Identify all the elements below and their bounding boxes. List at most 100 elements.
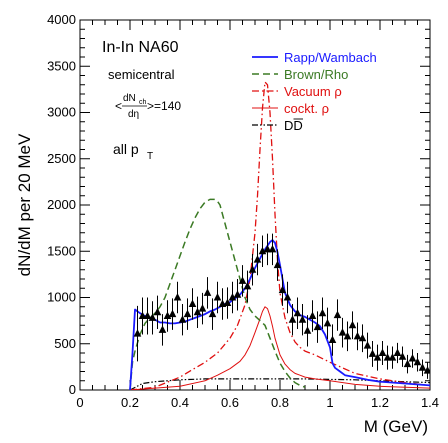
data-point-marker	[323, 318, 332, 327]
y-tick-label: 1000	[47, 290, 76, 305]
annotation-centrality: semicentral	[108, 67, 175, 82]
series-line-brown-rho	[129, 198, 306, 390]
data-point-marker	[133, 329, 142, 337]
x-tick-label: 1	[326, 395, 333, 410]
y-tick-label: 2000	[47, 197, 76, 212]
series-line-cockt-	[129, 306, 430, 390]
data-point-marker	[298, 315, 307, 323]
data-point-marker	[283, 293, 292, 301]
formula-numerator-sub: ch	[139, 99, 147, 106]
data-point	[353, 322, 362, 351]
data-point-marker	[413, 357, 422, 366]
data-point-marker	[173, 293, 182, 301]
data-point	[208, 298, 217, 330]
x-tick-label: 0.2	[121, 395, 139, 410]
data-point-marker	[158, 325, 167, 333]
data-point	[373, 344, 382, 371]
data-point	[273, 249, 282, 281]
data-point	[293, 297, 302, 329]
data-point-marker	[208, 309, 217, 318]
data-point	[138, 297, 147, 335]
data-point	[278, 274, 287, 306]
axis-tick-labels: 0 0.2 0.4 0.6 0.8 1 1.2 1.4 0 500 1000 1500 2000 2500…	[47, 12, 439, 410]
data-point	[333, 299, 342, 331]
data-point	[323, 307, 332, 340]
y-tick-label: 0	[69, 382, 76, 397]
data-point	[228, 281, 237, 314]
annotation-pt-sub: T	[147, 151, 153, 162]
data-point-marker	[198, 304, 207, 312]
data-point-marker	[238, 276, 247, 284]
data-point	[193, 296, 202, 329]
data-point	[398, 346, 407, 367]
data-point-marker	[248, 265, 257, 273]
legend-item: Brown/Rho	[252, 67, 348, 82]
data-point-marker	[253, 255, 262, 263]
data-point	[383, 345, 392, 370]
data-point	[288, 303, 297, 336]
series-line-dd	[129, 378, 430, 390]
legend-item: DD	[252, 118, 303, 133]
data-point-marker	[183, 309, 192, 318]
x-tick-label: 1.4	[421, 395, 439, 410]
data-point	[298, 303, 307, 336]
data-point	[183, 298, 192, 330]
data-point	[198, 292, 207, 325]
data-point-marker	[423, 366, 430, 374]
data-point-marker	[263, 244, 272, 253]
data-point-marker	[153, 307, 162, 316]
y-axis-title: dN/dM per 20 MeV	[15, 133, 34, 276]
annotation-block: In-In NA60 semicentral < dN ch dη >=140 …	[102, 39, 181, 162]
data-point-marker	[378, 348, 387, 356]
data-point-marker	[373, 353, 382, 361]
data-point-marker	[313, 322, 322, 331]
formula-open-bracket: <	[115, 99, 122, 113]
data-point	[263, 233, 272, 266]
annotation-pt: all p	[113, 141, 139, 157]
data-point	[393, 342, 402, 364]
legend-label: DD	[284, 118, 303, 133]
data-point-marker	[408, 354, 417, 362]
data-point	[203, 277, 212, 309]
formula-numerator: dN	[123, 93, 136, 104]
data-point	[403, 354, 412, 374]
x-tick-label: 0.8	[271, 395, 289, 410]
series-line-vacuum-	[129, 81, 430, 390]
data-point-marker	[168, 309, 177, 318]
y-tick-label: 500	[54, 336, 76, 351]
data-point	[188, 288, 197, 320]
data-point-marker	[338, 328, 347, 336]
data-point-marker	[308, 311, 317, 319]
x-tick-label: 0	[76, 395, 83, 410]
data-point-marker	[353, 331, 362, 340]
x-axis-title: M (GeV)	[364, 417, 428, 436]
y-tick-label: 4000	[47, 12, 76, 27]
data-point-marker	[138, 311, 147, 319]
data-point-marker	[178, 315, 187, 323]
multiplicity-formula: < dN ch dη >=140	[115, 93, 181, 120]
data-point	[363, 332, 372, 359]
data-point-marker	[243, 281, 252, 290]
data-point	[248, 254, 257, 286]
data-point-marker	[393, 348, 402, 356]
data-point	[238, 265, 247, 297]
data-point-marker	[388, 353, 397, 361]
data-points	[133, 233, 430, 379]
data-point	[368, 340, 377, 367]
data-point	[313, 311, 322, 343]
x-tick-label: 0.4	[171, 395, 189, 410]
data-point-marker	[188, 299, 197, 307]
data-point	[318, 297, 327, 329]
data-point	[378, 340, 387, 366]
data-point-marker	[148, 313, 157, 321]
legend-label: Vacuum ρ	[284, 84, 342, 99]
data-point-marker	[288, 315, 297, 323]
data-point-marker	[213, 293, 222, 301]
data-point-marker	[228, 293, 237, 301]
legend-item: cockt. ρ	[252, 101, 329, 116]
data-point	[303, 315, 312, 347]
y-tick-label: 2500	[47, 151, 76, 166]
data-point	[253, 243, 262, 276]
